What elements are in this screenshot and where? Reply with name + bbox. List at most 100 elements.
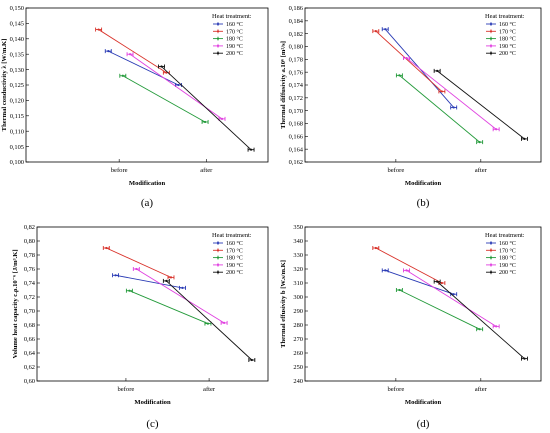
point-before-4-dot: [135, 267, 138, 271]
panel-label: (a): [141, 197, 154, 209]
series-line-2: [106, 247, 172, 278]
point-after-1-dot: [181, 286, 184, 289]
y-tick-label: 290: [293, 308, 303, 315]
point-after-2-dot: [440, 90, 443, 93]
point-before-2-dot: [374, 246, 377, 250]
legend-label: 200 °C: [499, 50, 516, 57]
point-after-5-dot: [249, 148, 253, 151]
point-before-3-dot: [398, 74, 401, 77]
y-tick-label: 0,82: [24, 224, 35, 231]
legend-label: 200 °C: [499, 269, 516, 276]
legend-label: 190 °C: [226, 262, 243, 269]
y-tick-label: 0,68: [24, 322, 35, 329]
y-tick-label: 0,66: [24, 336, 35, 343]
y-tick-label: 0,186: [289, 5, 303, 12]
series-line-2: [98, 29, 167, 74]
chart-panel-b: 0,162 0,164 0,166 0,168 0,170 0,172 0,174 0,176…: [280, 5, 542, 209]
y-axis-title: Volume heat capacity c.ρ.10⁻⁶ [J/m³.K]: [12, 249, 19, 358]
y-tick-label: 0,125: [10, 82, 24, 89]
point-after-3-dot: [478, 141, 481, 144]
y-tick-label: 0,178: [289, 57, 303, 64]
y-tick-label: 0,170: [289, 108, 303, 115]
point-after-5-dot: [523, 357, 526, 360]
y-tick-label: 270: [293, 336, 303, 343]
y-tick-label: 0,105: [10, 144, 24, 151]
point-after-4-dot: [495, 128, 498, 131]
x-axis-title: Modification: [129, 180, 166, 187]
y-axis-title: Thermal diffusivity a.10⁶ [m²/s]: [280, 41, 287, 129]
point-after-1-dot: [452, 293, 455, 296]
series-line-2: [375, 30, 443, 92]
y-tick-label: 0,184: [289, 18, 304, 25]
y-tick-label: 0,180: [289, 44, 303, 51]
point-after-2-dot: [169, 276, 173, 279]
y-tick-label: 0,164: [289, 146, 304, 153]
x-tick-label: after: [203, 386, 216, 393]
legend-label: 190 °C: [226, 43, 243, 50]
panel-label: (d): [417, 418, 430, 430]
x-tick-label: after: [200, 167, 213, 174]
series-line-3: [129, 290, 209, 325]
point-after-3-dot: [206, 322, 210, 325]
panel-label: (b): [417, 197, 430, 209]
point-after-2-dot: [440, 281, 443, 285]
legend-label: 180 °C: [226, 36, 243, 43]
series-line-4: [129, 53, 223, 120]
y-tick-label: 0,168: [289, 121, 303, 128]
y-tick-label: 0,162: [289, 159, 303, 166]
legend-label: 170 °C: [226, 247, 243, 254]
series-line-5: [436, 281, 525, 359]
legend-label: 170 °C: [226, 28, 243, 35]
series-line-1: [385, 269, 454, 295]
series-line-5: [161, 66, 252, 151]
point-after-4-dot: [495, 325, 498, 328]
legend-title: Heat treatment:: [212, 232, 252, 239]
legend-label: 170 °C: [499, 28, 516, 35]
point-before-5-dot: [436, 69, 439, 72]
y-tick-label: 0,72: [24, 294, 35, 301]
y-tick-label: 250: [293, 364, 303, 371]
y-tick-label: 340: [293, 238, 303, 245]
series-line-4: [406, 57, 497, 130]
y-tick-label: 320: [293, 266, 303, 273]
point-before-2-dot: [97, 28, 100, 31]
point-after-4-dot: [223, 321, 226, 324]
x-axis-title: Modification: [134, 399, 171, 406]
legend-label: 180 °C: [499, 36, 516, 43]
y-tick-label: 350: [293, 224, 303, 231]
y-tick-label: 0,145: [10, 21, 24, 28]
legend-label: 160 °C: [499, 21, 516, 28]
point-after-5-dot: [250, 358, 253, 362]
y-tick-label: 0,166: [289, 134, 303, 141]
y-tick-label: 0,115: [10, 113, 24, 120]
x-tick-label: after: [475, 386, 488, 393]
series-line-4: [136, 268, 225, 324]
plot-frame: [304, 226, 542, 382]
legend-label: 190 °C: [499, 262, 516, 269]
y-tick-label: 0,80: [24, 238, 35, 245]
point-before-2-dot: [105, 246, 108, 250]
legend-label: 180 °C: [499, 255, 516, 262]
point-after-1-dot: [452, 106, 455, 109]
point-before-4-dot: [405, 269, 408, 272]
y-tick-label: 0,74: [24, 280, 36, 287]
y-tick-label: 0,130: [10, 67, 24, 74]
x-axis-title: Modification: [405, 180, 442, 187]
y-tick-label: 0,110: [10, 128, 24, 135]
point-before-1-dot: [384, 28, 387, 31]
legend-label: 200 °C: [226, 269, 243, 276]
y-tick-label: 280: [293, 322, 303, 329]
point-before-3-dot: [128, 289, 131, 292]
legend-label: 160 °C: [226, 240, 243, 247]
series-line-1: [108, 50, 179, 86]
legend-label: 200 °C: [226, 50, 243, 57]
legend-label: 180 °C: [226, 255, 243, 262]
y-tick-label: 0,100: [10, 159, 24, 166]
point-before-5-dot: [436, 280, 439, 283]
point-before-3-dot: [398, 288, 401, 292]
y-tick-label: 0,182: [289, 31, 303, 38]
